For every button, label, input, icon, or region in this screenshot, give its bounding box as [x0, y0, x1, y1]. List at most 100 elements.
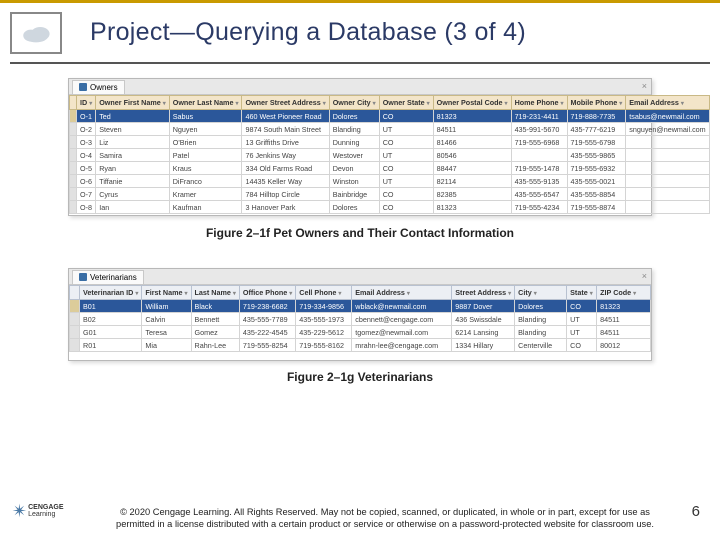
column-header[interactable]: ID ▾	[77, 96, 96, 110]
column-header[interactable]: Veterinarian ID ▾	[80, 286, 142, 300]
table-cell: O-2	[77, 123, 96, 136]
table-row[interactable]: O-1TedSabus460 West Pioneer RoadDoloresC…	[70, 110, 710, 123]
tab-strip: Veterinarians ×	[69, 269, 651, 285]
table-row[interactable]: O-7CyrusKramer784 Hilltop CircleBainbrid…	[70, 188, 710, 201]
table-cell: Bennett	[191, 313, 239, 326]
table-cell: Sabus	[169, 110, 242, 123]
column-header[interactable]: Mobile Phone ▾	[567, 96, 626, 110]
table-cell: Ryan	[96, 162, 170, 175]
table-cell	[70, 123, 77, 136]
tab-vets[interactable]: Veterinarians	[72, 270, 144, 284]
table-cell: R01	[80, 339, 142, 352]
table-cell: Dolores	[515, 300, 567, 313]
table-cell: 435-229-5612	[296, 326, 352, 339]
table-cell: Blanding	[515, 313, 567, 326]
table-cell: 719-555-6798	[567, 136, 626, 149]
table-cell: Ian	[96, 201, 170, 214]
column-header[interactable]: Street Address ▾	[452, 286, 515, 300]
table-row[interactable]: O-3LizO'Brien13 Griffiths DriveDunningCO…	[70, 136, 710, 149]
table-cell: William	[142, 300, 191, 313]
table-cell: 3 Hanover Park	[242, 201, 329, 214]
column-header[interactable]: Last Name ▾	[191, 286, 239, 300]
table-cell: Dolores	[329, 110, 379, 123]
column-header[interactable]: Office Phone ▾	[239, 286, 295, 300]
table-cell: UT	[567, 313, 597, 326]
table-row[interactable]: B02CalvinBennett435-555-7789435-555-1973…	[70, 313, 651, 326]
table-cell: O-7	[77, 188, 96, 201]
table-cell: 435-555-7789	[239, 313, 295, 326]
table-cell: Samira	[96, 149, 170, 162]
column-header[interactable]: State ▾	[567, 286, 597, 300]
divider	[10, 62, 710, 64]
column-header[interactable]: Cell Phone ▾	[296, 286, 352, 300]
table-cell: 435-991-5670	[511, 123, 567, 136]
table-cell: 460 West Pioneer Road	[242, 110, 329, 123]
owners-figure: Owners × ID ▾Owner First Name ▾Owner Las…	[68, 78, 652, 216]
table-cell: 719-555-1478	[511, 162, 567, 175]
table-cell: wblack@newmail.com	[352, 300, 452, 313]
table-cell: 82114	[433, 175, 511, 188]
column-header[interactable]: City ▾	[515, 286, 567, 300]
table-cell: Patel	[169, 149, 242, 162]
table-cell: 88447	[433, 162, 511, 175]
vets-figure: Veterinarians × Veterinarian ID ▾First N…	[68, 268, 652, 361]
column-header[interactable]	[70, 286, 80, 300]
column-header[interactable]	[70, 96, 77, 110]
column-header[interactable]: Owner State ▾	[379, 96, 433, 110]
table-cell	[626, 201, 709, 214]
table-cell	[70, 326, 80, 339]
column-header[interactable]: Owner City ▾	[329, 96, 379, 110]
table-cell: O'Brien	[169, 136, 242, 149]
table-row[interactable]: O-4SamiraPatel76 Jenkins WayWestoverUT80…	[70, 149, 710, 162]
column-header[interactable]: Email Address ▾	[626, 96, 709, 110]
table-cell: 719-334-9856	[296, 300, 352, 313]
table-cell: 435-777-6219	[567, 123, 626, 136]
column-header[interactable]: Home Phone ▾	[511, 96, 567, 110]
table-row[interactable]: O-5RyanKraus334 Old Farms RoadDevonCO884…	[70, 162, 710, 175]
column-header[interactable]: Email Address ▾	[352, 286, 452, 300]
table-cell: CO	[567, 300, 597, 313]
column-header[interactable]: Owner First Name ▾	[96, 96, 170, 110]
close-icon[interactable]: ×	[642, 271, 647, 281]
table-cell: B02	[80, 313, 142, 326]
table-cell: Devon	[329, 162, 379, 175]
table-cell: 14435 Keller Way	[242, 175, 329, 188]
table-cell: 719-555-6968	[511, 136, 567, 149]
column-header[interactable]: Owner Postal Code ▾	[433, 96, 511, 110]
table-cell	[70, 175, 77, 188]
table-cell	[70, 149, 77, 162]
close-icon[interactable]: ×	[642, 81, 647, 91]
table-cell: Westover	[329, 149, 379, 162]
page-number: 6	[692, 503, 700, 520]
column-header[interactable]: ZIP Code ▾	[597, 286, 651, 300]
table-cell: Liz	[96, 136, 170, 149]
table-cell	[70, 136, 77, 149]
table-cell: 1334 Hillary	[452, 339, 515, 352]
table-row[interactable]: O-6TiffanieDiFranco14435 Keller WayWinst…	[70, 175, 710, 188]
table-row[interactable]: R01MiaRahn-Lee719-555-8254719-555-8162mr…	[70, 339, 651, 352]
table-cell: 84511	[433, 123, 511, 136]
table-cell: 435-555-9135	[511, 175, 567, 188]
table-cell: Kraus	[169, 162, 242, 175]
table-cell: CO	[379, 162, 433, 175]
table-row[interactable]: O-8IanKaufman3 Hanover ParkDoloresCO8132…	[70, 201, 710, 214]
tab-owners[interactable]: Owners	[72, 80, 125, 94]
table-cell: CO	[567, 339, 597, 352]
table-cell: 435-555-9865	[567, 149, 626, 162]
table-cell: Winston	[329, 175, 379, 188]
tab-strip: Owners ×	[69, 79, 651, 95]
table-cell: 76 Jenkins Way	[242, 149, 329, 162]
table-row[interactable]: B01WilliamBlack719-238-6682719-334-9856w…	[70, 300, 651, 313]
column-header[interactable]: First Name ▾	[142, 286, 191, 300]
table-row[interactable]: G01TeresaGomez435-222-4545435-229-5612tg…	[70, 326, 651, 339]
column-header[interactable]: Owner Last Name ▾	[169, 96, 242, 110]
table-cell	[511, 149, 567, 162]
table-cell: 81323	[433, 110, 511, 123]
table-cell: 81466	[433, 136, 511, 149]
table-cell	[626, 188, 709, 201]
table-cell: 13 Griffiths Drive	[242, 136, 329, 149]
column-header[interactable]: Owner Street Address ▾	[242, 96, 329, 110]
table-cell: 719-238-6682	[239, 300, 295, 313]
table-cell	[70, 313, 80, 326]
table-row[interactable]: O-2StevenNguyen9874 South Main StreetBla…	[70, 123, 710, 136]
